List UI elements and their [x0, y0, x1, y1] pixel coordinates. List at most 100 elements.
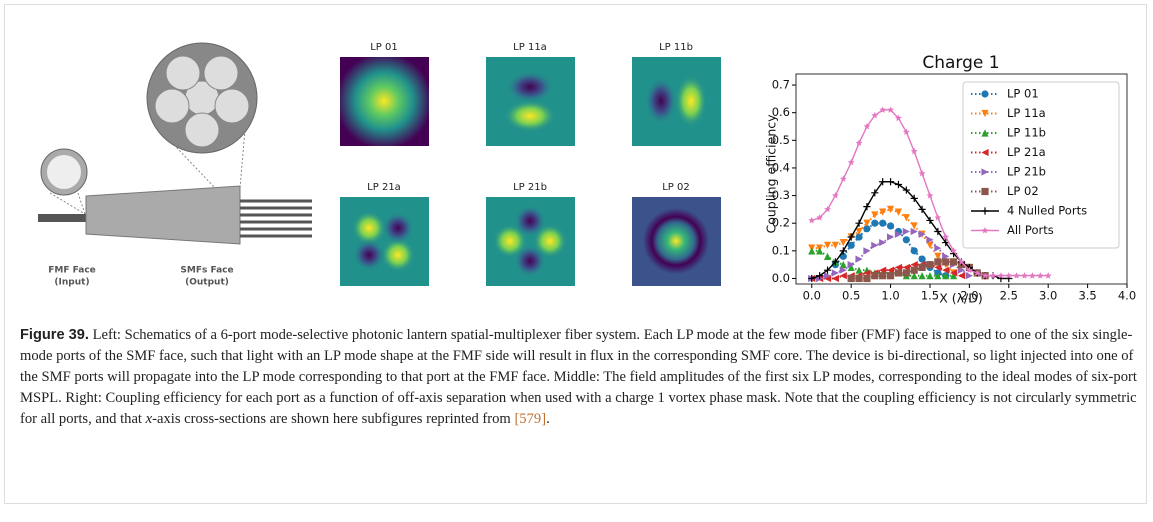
marker: [863, 247, 871, 255]
marker: [934, 263, 942, 272]
marker: [871, 272, 879, 280]
legend-label: LP 11a: [1007, 106, 1046, 120]
marker: [926, 272, 934, 280]
x-tick-label: 1.0: [881, 289, 899, 303]
mode-label: LP 11b: [659, 42, 693, 53]
mode-label: LP 21b: [513, 182, 547, 193]
mode-image: [340, 197, 429, 286]
marker: [950, 258, 958, 266]
chart-title: Charge 1: [922, 53, 999, 73]
marker: [886, 178, 895, 186]
marker: [879, 272, 887, 280]
x-axis-label: X (λ/D): [939, 291, 983, 306]
zoom-line: [239, 129, 246, 189]
marker: [823, 252, 832, 260]
marker: [823, 272, 832, 280]
marker: [942, 233, 950, 240]
legend-box: [962, 81, 1120, 249]
figure: FMF Face (Input) SMFs Face (Output) LP 0…: [38, 42, 1136, 306]
marker: [1036, 272, 1044, 279]
marker: [934, 214, 942, 221]
marker: [808, 274, 816, 283]
legend-marker: [981, 129, 989, 137]
marker: [847, 274, 855, 283]
marker: [831, 191, 839, 199]
marker: [855, 266, 863, 274]
marker: [855, 233, 863, 241]
marker: [863, 203, 871, 211]
marker: [879, 266, 887, 274]
marker: [910, 147, 918, 155]
legend-label: LP 21b: [1007, 165, 1046, 179]
marker: [894, 263, 903, 272]
marker: [942, 272, 950, 280]
smf-label: SMFs Face: [180, 266, 233, 276]
marker: [1013, 272, 1021, 279]
marker: [902, 269, 910, 277]
marker: [886, 266, 895, 274]
marker: [1044, 272, 1052, 279]
marker: [918, 169, 926, 177]
marker: [910, 247, 918, 255]
zoom-line: [49, 192, 86, 215]
marker: [816, 247, 824, 255]
marker: [965, 266, 973, 274]
fmf-sub: (Input): [54, 278, 89, 288]
marker: [902, 214, 910, 222]
legend-label: All Ports: [1007, 223, 1054, 237]
marker: [902, 128, 910, 135]
marker: [926, 216, 934, 225]
legend-marker: [981, 109, 989, 118]
marker: [965, 272, 973, 280]
x-tick-label: 0.5: [842, 289, 860, 303]
marker: [855, 219, 863, 227]
marker: [831, 274, 840, 283]
marker: [871, 211, 879, 219]
legend-marker: [981, 187, 989, 196]
marker: [871, 111, 879, 119]
fmf-fiber: [38, 214, 88, 222]
smf-core: [165, 55, 201, 91]
marker: [895, 114, 902, 122]
marker: [934, 227, 942, 236]
marker: [894, 208, 903, 216]
marker: [847, 233, 855, 241]
mode-image: [486, 197, 575, 286]
marker: [847, 158, 855, 166]
marker: [831, 258, 840, 266]
mode-image: [632, 197, 721, 286]
marker: [831, 241, 840, 249]
marker: [957, 272, 966, 280]
x-tick-label: 4.0: [1118, 289, 1136, 303]
marker: [879, 219, 887, 227]
marker: [886, 233, 895, 241]
y-tick-label: 0.0: [772, 271, 790, 285]
marker: [839, 247, 847, 255]
marker: [934, 272, 942, 280]
marker: [831, 269, 840, 277]
series-line: [834, 222, 947, 277]
x-tick-label: 3.5: [1078, 289, 1096, 303]
marker: [1029, 272, 1036, 279]
marker: [958, 258, 965, 265]
marker: [823, 266, 832, 274]
marker: [855, 274, 863, 283]
marker: [847, 261, 855, 269]
mode-images: LP 01 LP 11a LP 11b LP 21a LP 21b LP 02: [340, 42, 721, 286]
caption-italic: x: [145, 411, 153, 427]
marker: [902, 263, 910, 272]
caption-label: Figure 39.: [20, 327, 89, 343]
mode-image: [340, 57, 429, 146]
marker: [926, 241, 934, 249]
marker: [816, 214, 824, 221]
marker: [934, 258, 942, 266]
marker: [1005, 272, 1013, 279]
marker: [918, 255, 926, 263]
legend-label: LP 02: [1007, 184, 1039, 198]
marker: [918, 263, 926, 272]
citation[interactable]: [579]: [514, 411, 547, 427]
y-tick-label: 0.7: [772, 78, 790, 92]
marker: [894, 180, 903, 189]
marker: [934, 244, 942, 252]
